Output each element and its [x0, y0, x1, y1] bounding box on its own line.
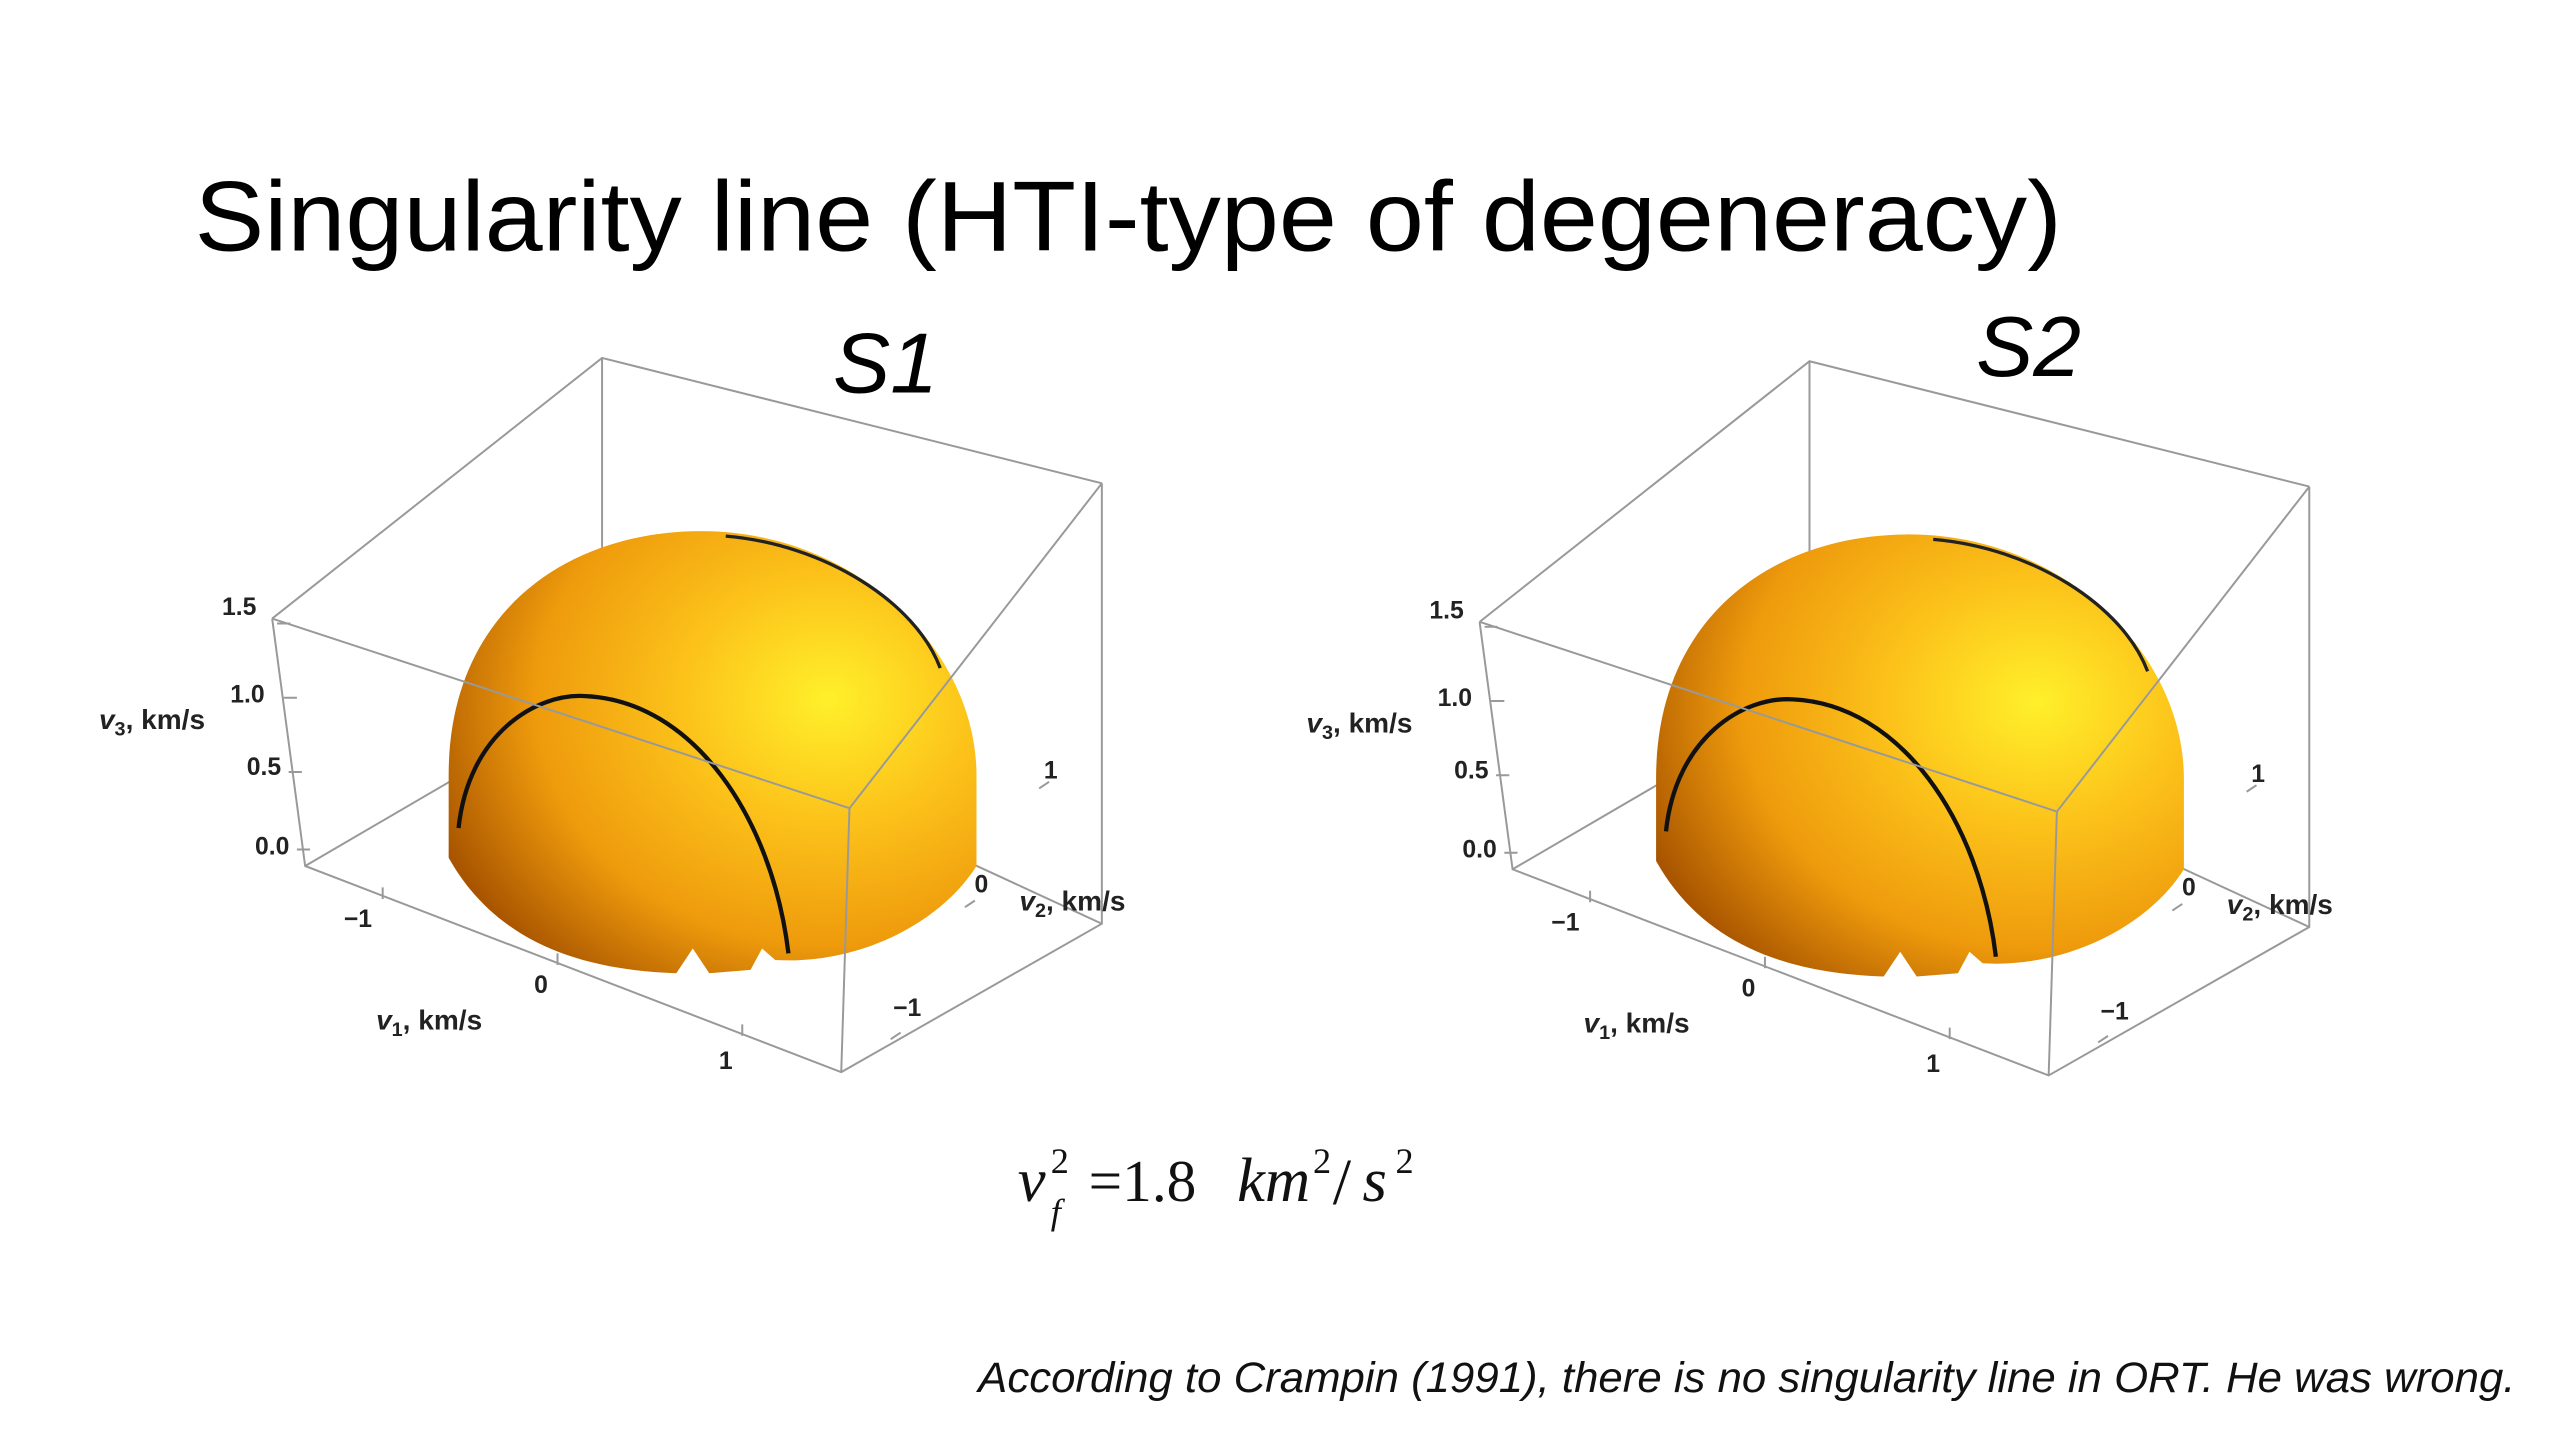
singularity-line	[1663, 697, 1999, 957]
singularity-line	[1933, 537, 2150, 672]
tick-label: 0.5	[1454, 758, 1489, 785]
tick-label: 0.0	[255, 833, 289, 860]
formula-sup: 2	[1395, 1141, 1413, 1181]
tick-label: 0	[1742, 975, 1756, 1002]
axis-label: v1, km/s	[376, 1004, 482, 1041]
tick-label: −1	[893, 995, 921, 1022]
surface	[1656, 534, 2184, 977]
plot-box	[271, 482, 1103, 1074]
tick-label: −1	[1551, 909, 1579, 936]
axis-unit: , km/s	[126, 704, 205, 735]
axis-index: 3	[115, 719, 126, 741]
axis-symbol: v	[2227, 889, 2244, 920]
axis-symbol: v	[99, 704, 116, 735]
singularity-line	[456, 693, 791, 954]
formula-sub: f	[1051, 1192, 1066, 1232]
tick-label: 1	[1926, 1051, 1940, 1078]
axis-label: v3, km/s	[1306, 707, 1412, 744]
tick-label: 0.5	[247, 754, 282, 781]
plot-label: S1	[833, 316, 938, 412]
axis-unit: , km/s	[1046, 886, 1125, 917]
plot-box	[1478, 360, 2310, 928]
tick-label: 1.5	[222, 594, 257, 621]
plot-box	[1478, 485, 2311, 1077]
axis-symbol: v	[1306, 707, 1323, 738]
footnote: According to Crampin (1991), there is no…	[975, 1354, 2515, 1402]
tick-label: 1.0	[1438, 685, 1472, 712]
singularity-line	[725, 534, 942, 669]
axis-index: 3	[1322, 722, 1333, 744]
tick-label: 0	[975, 871, 989, 898]
axis-label: v1, km/s	[1584, 1008, 1690, 1045]
axis-symbol: v	[1019, 886, 1036, 917]
tick-label: 1	[1044, 758, 1058, 785]
axis-unit: , km/s	[2253, 889, 2332, 920]
formula-unit: s	[1362, 1145, 1386, 1215]
axis-symbol: v	[376, 1004, 393, 1035]
axis-index: 1	[392, 1019, 403, 1041]
formula-slash: /	[1333, 1146, 1352, 1219]
tick-label: 1	[719, 1048, 733, 1075]
formula-unit: km	[1237, 1145, 1310, 1215]
formula: v 2 f =1.8 km 2 / s 2	[1018, 1141, 1414, 1232]
axis-index: 2	[2242, 903, 2253, 925]
plot-box	[271, 356, 1103, 925]
formula-equals: =1.8	[1089, 1148, 1197, 1214]
axis-symbol: v	[1584, 1008, 1601, 1039]
axis-index: 2	[1035, 900, 1046, 922]
formula-sup: 2	[1051, 1141, 1069, 1181]
axis-label: v2, km/s	[1019, 886, 1125, 923]
axis-unit: , km/s	[403, 1004, 482, 1035]
plot-label: S2	[1976, 299, 2081, 395]
axis-unit: , km/s	[1610, 1008, 1689, 1039]
slide-title: Singularity line (HTI-type of degeneracy…	[195, 161, 2062, 272]
axis-unit: , km/s	[1333, 707, 1412, 738]
tick-label: 1.0	[230, 682, 264, 709]
tick-label: 1.5	[1429, 598, 1464, 625]
tick-marks	[1484, 625, 2258, 1044]
tick-marks	[277, 622, 1050, 1040]
axis-label: v2, km/s	[2227, 889, 2333, 926]
formula-base: v	[1018, 1145, 1046, 1215]
tick-label: 0	[534, 972, 548, 999]
tick-label: 0.0	[1462, 837, 1496, 864]
tick-label: 1	[2251, 761, 2265, 788]
tick-label: 0	[2182, 875, 2196, 902]
axis-index: 1	[1599, 1022, 1610, 1044]
axis-label: v3, km/s	[99, 704, 205, 741]
tick-label: −1	[2101, 998, 2129, 1025]
tick-label: −1	[344, 906, 372, 933]
surface	[448, 531, 977, 974]
formula-sup: 2	[1313, 1141, 1331, 1181]
